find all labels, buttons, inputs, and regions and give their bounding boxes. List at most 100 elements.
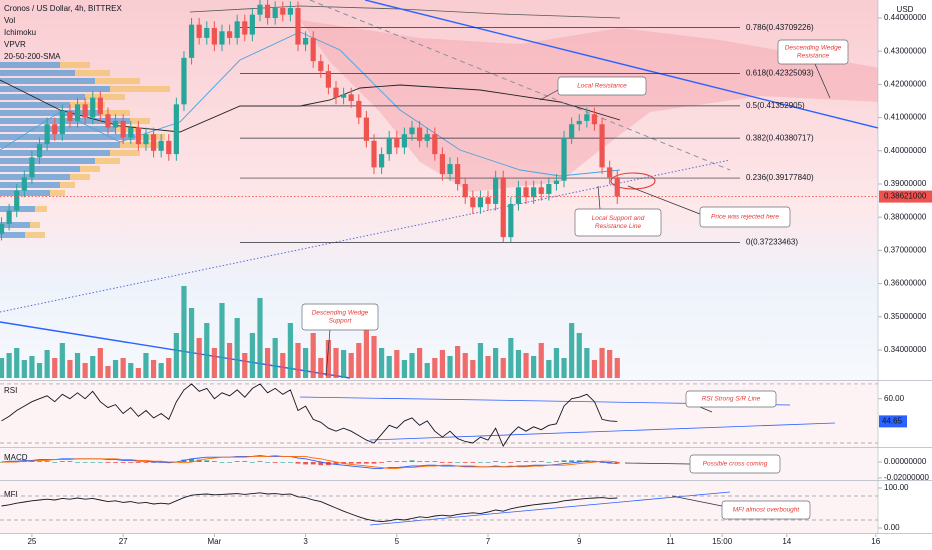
annotation-text: Descending Wedge (785, 45, 842, 52)
macd-histogram-bar (546, 462, 552, 463)
candle-body (379, 154, 385, 168)
price-axis (878, 0, 932, 550)
macd-histogram-bar (516, 461, 521, 462)
annotation-connector (671, 495, 723, 507)
y-tick-label: 60.00 (884, 394, 905, 403)
volume-bar (219, 303, 225, 378)
volume-bar (280, 353, 286, 378)
candle-body (439, 154, 446, 175)
annotation-text: Support (329, 318, 353, 325)
y-tick-label: 0.38000000 (884, 212, 927, 221)
y-tick-label: 0.42000000 (884, 80, 927, 89)
volume-bar (371, 336, 377, 378)
macd-histogram-bar (371, 462, 377, 464)
macd-histogram-bar (531, 461, 537, 462)
volume-bar (569, 323, 575, 378)
candle-body (74, 104, 81, 121)
candle-body (318, 61, 324, 72)
annotation-box (557, 76, 647, 96)
x-tick-label: 5 (395, 537, 400, 546)
volume-bar (531, 356, 537, 378)
macd-histogram-bar (135, 462, 141, 463)
volume-bar (0, 358, 5, 378)
rsi-trend-line (369, 422, 836, 441)
candle-body (21, 177, 27, 191)
candle-body (500, 177, 506, 238)
highlight-ellipse (610, 172, 656, 190)
candle-body (553, 180, 560, 184)
annotation-connector (624, 462, 691, 465)
annotation-connector (699, 406, 713, 413)
y-tick-label: -0.02000000 (884, 473, 929, 482)
macd-histogram-bar (90, 462, 96, 463)
volume-bar (150, 360, 157, 378)
annotation-box (777, 39, 849, 65)
volume-bar (14, 348, 20, 378)
volume-bar (447, 356, 453, 378)
fib-label: 0.5(0.41352905) (746, 101, 805, 110)
annotation-box (689, 454, 781, 474)
macd-histogram-bar (113, 462, 118, 463)
volume-bar (67, 360, 73, 378)
volume-bar (257, 298, 263, 378)
macd-histogram-bar (204, 460, 210, 462)
volume-bar (348, 353, 354, 378)
candle-body (546, 183, 552, 194)
candle-body (424, 134, 430, 141)
annotation-box (721, 500, 811, 520)
annotation-text: Local Resistance (577, 83, 627, 90)
volume-bar (226, 343, 233, 378)
candle-body (97, 97, 103, 115)
macd-histogram-bar (462, 462, 468, 463)
volume-bar (310, 333, 316, 378)
candle-body (591, 114, 598, 125)
volume-bar (295, 343, 301, 378)
x-tick-label: 15:00 (712, 537, 733, 546)
y-tick-label: 0.41000000 (884, 113, 927, 122)
fib-label: 0.382(0.40380717) (746, 133, 814, 142)
macd-histogram-bar (280, 462, 286, 463)
macd-histogram-bar (67, 461, 73, 462)
volume-bar (386, 356, 392, 378)
candle-body (295, 8, 301, 45)
volume-bar (340, 350, 347, 378)
y-tick-label: 100.00 (884, 483, 909, 492)
candle-body (196, 24, 202, 38)
candle-body (211, 27, 217, 45)
candle-body (363, 117, 370, 141)
macd-histogram-bar (287, 462, 293, 463)
candle-body (302, 37, 309, 45)
macd-histogram-bar (432, 461, 438, 462)
macd-histogram-bar (386, 461, 392, 462)
wedge-resistance (364, 0, 878, 129)
macd-histogram-bar (333, 462, 339, 465)
candle-body (90, 97, 96, 118)
x-tick-label: 27 (119, 537, 128, 546)
volume-bar (591, 360, 598, 378)
vpvr (0, 62, 170, 238)
macd-histogram-bar (249, 462, 255, 463)
y-tick-label: 0.35000000 (884, 312, 927, 321)
candle-body (417, 127, 423, 141)
macd-histogram-bar (105, 462, 111, 463)
candle-body (128, 127, 134, 138)
volume-bar (401, 360, 408, 378)
volume-bar (135, 368, 141, 378)
candle-body (219, 31, 225, 45)
candle-body (52, 124, 58, 135)
volume-bar (607, 350, 613, 378)
volume-bar (493, 348, 499, 378)
volume-bar (462, 353, 468, 378)
candle-body (82, 104, 88, 118)
volume-bar (97, 348, 103, 378)
candle-body (470, 197, 476, 208)
candle-body (356, 100, 362, 118)
value-tag-label: 44.65 (882, 416, 903, 425)
volume-bar (538, 343, 544, 378)
macd-histogram-bar (379, 462, 385, 463)
last-price-tag (879, 190, 932, 203)
candle-body (340, 94, 347, 98)
candle-body (59, 110, 65, 135)
candle-body (508, 203, 514, 238)
